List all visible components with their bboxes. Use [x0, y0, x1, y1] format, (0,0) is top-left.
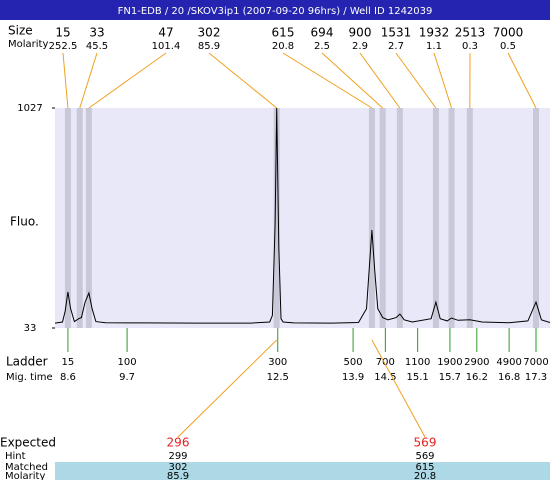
peak-size: 15	[55, 26, 70, 40]
peak-band	[76, 108, 83, 328]
ladder-size: 100	[118, 357, 137, 368]
peak-connector	[62, 52, 69, 109]
peak-band	[273, 108, 280, 328]
ladder-size: 2900	[464, 357, 489, 368]
row-label: Expected	[0, 436, 56, 450]
peak-band	[448, 108, 455, 328]
ladder-size: 1900	[437, 357, 462, 368]
peak-connector	[208, 52, 277, 109]
peak-band	[379, 108, 386, 328]
matched-molarity: 20.8	[414, 471, 436, 480]
row-label: Molarity	[5, 471, 45, 480]
expected-connector	[371, 339, 426, 438]
y-tick-label: 33	[24, 323, 37, 334]
ladder-size: 7000	[523, 357, 548, 368]
peak-band	[432, 108, 439, 328]
peak-band	[368, 108, 375, 328]
ladder-size: 15	[62, 357, 75, 368]
peak-molarity: 252.5	[49, 41, 78, 52]
peak-band	[396, 108, 403, 328]
ladder-time: 12.5	[267, 372, 289, 383]
ladder-time: 16.2	[466, 372, 488, 383]
peak-band	[64, 108, 71, 328]
row-label: Molarity	[8, 39, 48, 50]
peak-connector	[321, 52, 384, 109]
peak-band	[466, 108, 473, 328]
title: FN1-EDB / 20 /SKOV3ip1 (2007-09-20 96hrs…	[118, 6, 433, 17]
row-label: Ladder	[6, 355, 48, 369]
ladder-time: 14.5	[374, 372, 396, 383]
peak-molarity: 2.5	[314, 41, 330, 52]
peak-size: 1531	[381, 26, 412, 40]
peak-size: 47	[158, 26, 173, 40]
peak-size: 7000	[493, 26, 524, 40]
peak-size: 2513	[455, 26, 486, 40]
peak-connector	[507, 52, 537, 109]
expected-size: 569	[414, 436, 437, 450]
ladder-time: 8.6	[60, 372, 76, 383]
y-tick-label: 1027	[17, 103, 42, 114]
peak-band	[533, 108, 540, 328]
peak-molarity: 1.1	[426, 41, 442, 52]
peak-size: 615	[272, 26, 295, 40]
ladder-time: 17.3	[525, 372, 547, 383]
hint-size: 569	[415, 451, 434, 462]
peak-connector	[395, 52, 437, 109]
ladder-size: 4900	[496, 357, 521, 368]
axis-label: Fluo.	[10, 215, 39, 229]
peak-size: 1932	[419, 26, 450, 40]
peak-molarity: 45.5	[86, 41, 108, 52]
peak-molarity: 2.9	[352, 41, 368, 52]
matched-band	[55, 462, 550, 480]
matched-size: 302	[168, 462, 187, 473]
expected-size: 296	[167, 436, 190, 450]
hint-size: 299	[168, 451, 187, 462]
expected-connector	[177, 339, 278, 438]
ladder-time: 16.8	[498, 372, 520, 383]
ladder-size: 1100	[405, 357, 430, 368]
peak-molarity: 20.8	[272, 41, 294, 52]
ladder-size: 500	[344, 357, 363, 368]
peak-size: 302	[198, 26, 221, 40]
peak-size: 900	[349, 26, 372, 40]
trace	[54, 107, 550, 324]
row-label: Mig. time	[6, 372, 53, 383]
row-label: Hint	[5, 451, 26, 462]
ladder-time: 15.1	[407, 372, 429, 383]
peak-band	[85, 108, 92, 328]
peak-molarity: 2.7	[388, 41, 404, 52]
peak-connector	[359, 52, 401, 109]
ladder-size: 700	[376, 357, 395, 368]
matched-size: 615	[415, 462, 434, 473]
matched-molarity: 85.9	[167, 471, 189, 480]
row-label: Size	[8, 24, 33, 38]
peak-size: 33	[89, 26, 104, 40]
ladder-size: 300	[268, 357, 287, 368]
peak-molarity: 0.5	[500, 41, 516, 52]
plot-area	[55, 108, 550, 328]
peak-molarity: 0.3	[462, 41, 478, 52]
row-label: Matched	[5, 462, 48, 473]
peak-connector	[88, 52, 167, 109]
ladder-time: 13.9	[342, 372, 364, 383]
peak-size: 694	[311, 26, 334, 40]
peak-connector	[433, 52, 453, 109]
ladder-time: 9.7	[119, 372, 135, 383]
peak-connector	[79, 52, 98, 109]
peak-molarity: 85.9	[198, 41, 220, 52]
ladder-time: 15.7	[439, 372, 461, 383]
peak-connector	[282, 52, 373, 109]
peak-molarity: 101.4	[152, 41, 181, 52]
title-bar	[0, 0, 550, 20]
